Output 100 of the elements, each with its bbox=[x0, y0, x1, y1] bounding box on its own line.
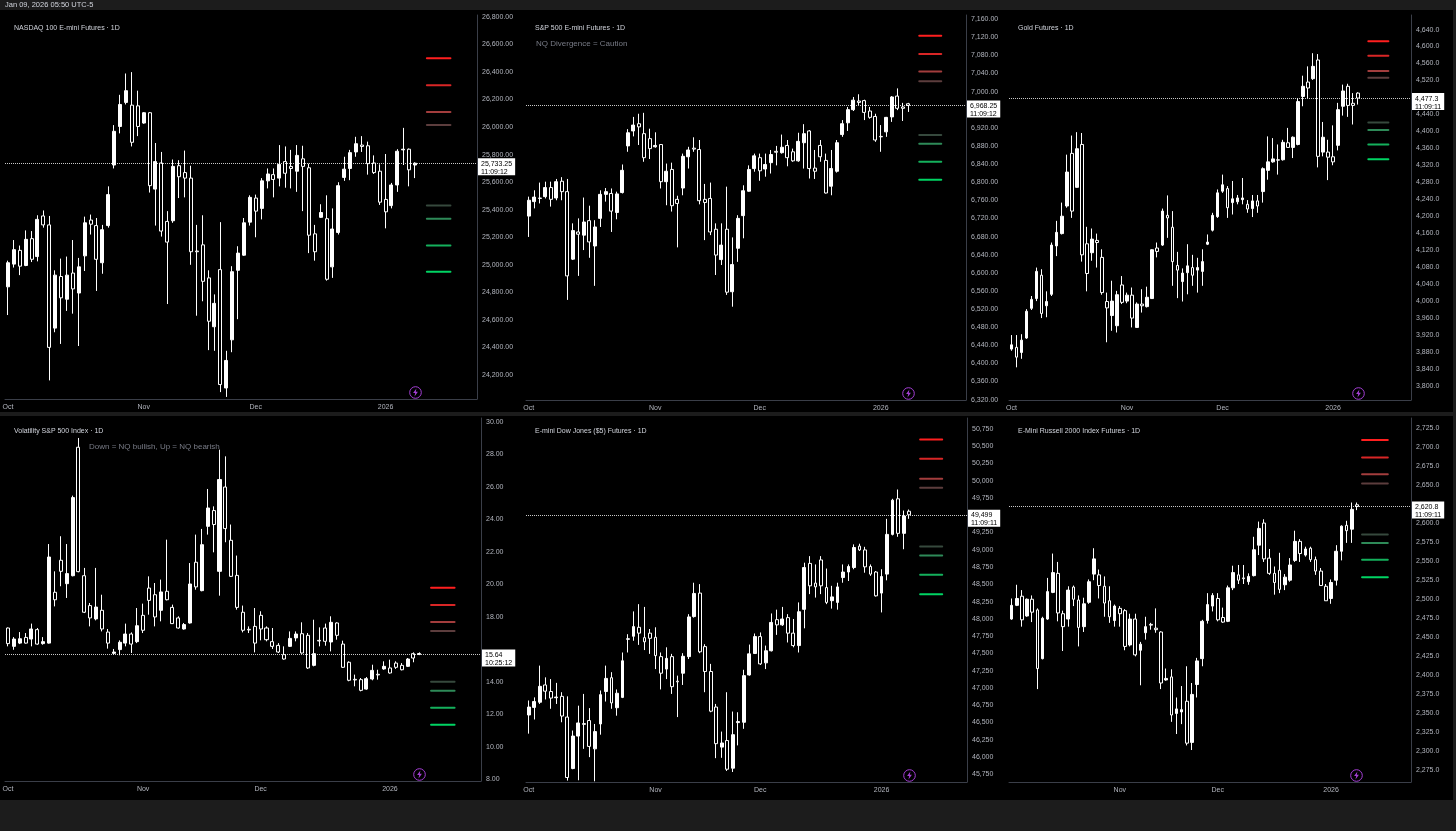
candlestick bbox=[153, 582, 157, 627]
candlestick bbox=[747, 164, 751, 193]
candlestick bbox=[382, 660, 386, 671]
candlestick bbox=[341, 640, 345, 669]
candlestick bbox=[24, 229, 28, 267]
candlestick bbox=[253, 607, 257, 653]
candlestick bbox=[731, 711, 735, 773]
candlestick bbox=[1355, 502, 1359, 511]
candlestick bbox=[276, 642, 280, 654]
candlestick bbox=[1242, 564, 1245, 585]
candlestick bbox=[626, 633, 630, 653]
candlestick bbox=[1045, 290, 1048, 318]
candlestick bbox=[53, 570, 57, 607]
candlestick bbox=[1236, 194, 1239, 205]
candlestick bbox=[863, 546, 867, 574]
candlestick bbox=[53, 269, 57, 333]
candlestick bbox=[1030, 295, 1033, 311]
candlestick bbox=[370, 664, 374, 681]
candlestick bbox=[165, 210, 169, 305]
candlestick bbox=[59, 258, 63, 345]
candlestick bbox=[1237, 564, 1240, 585]
candlestick bbox=[295, 144, 299, 193]
candlestick bbox=[884, 116, 888, 138]
candlestick bbox=[277, 144, 281, 187]
candlestick bbox=[1256, 194, 1259, 214]
candlestick bbox=[1334, 544, 1338, 587]
candlestick bbox=[1211, 592, 1214, 612]
candlestick bbox=[1175, 696, 1178, 735]
candlestick bbox=[825, 568, 828, 605]
candlestick bbox=[874, 570, 878, 598]
candlestick bbox=[593, 723, 597, 782]
candlestick bbox=[1050, 242, 1053, 297]
candlestick bbox=[1231, 180, 1234, 215]
candlestick bbox=[65, 543, 69, 599]
candlestick bbox=[294, 630, 298, 642]
candlestick bbox=[1345, 520, 1348, 544]
candlestick bbox=[1077, 594, 1080, 647]
candlestick bbox=[130, 71, 134, 147]
candlestick bbox=[247, 625, 251, 634]
candlestick bbox=[1216, 188, 1219, 219]
candlestick bbox=[18, 245, 22, 276]
candlestick bbox=[317, 626, 321, 647]
candlestick bbox=[1046, 577, 1049, 621]
candlestick bbox=[124, 72, 128, 105]
candlestick bbox=[604, 665, 608, 703]
candlestick bbox=[648, 628, 652, 655]
candlestick bbox=[417, 651, 421, 656]
candlestick bbox=[741, 184, 745, 239]
candlestick bbox=[1180, 685, 1183, 725]
candlestick bbox=[858, 543, 861, 552]
candlestick bbox=[170, 604, 174, 625]
candlestick bbox=[59, 535, 63, 587]
candlestick bbox=[94, 567, 98, 621]
candlestick bbox=[1161, 208, 1164, 247]
candlestick bbox=[12, 636, 16, 651]
candlestick bbox=[1304, 546, 1307, 558]
candlestick bbox=[659, 651, 663, 690]
candlestick bbox=[836, 582, 839, 611]
candlestick bbox=[254, 194, 258, 238]
candlestick bbox=[35, 627, 39, 646]
candlestick bbox=[813, 149, 817, 180]
candlestick bbox=[195, 224, 199, 317]
candlestick bbox=[394, 660, 398, 670]
candlestick bbox=[235, 555, 239, 611]
candlestick bbox=[1226, 185, 1229, 219]
annotation: NQ Divergence = Caution bbox=[536, 38, 628, 48]
candlestick bbox=[1139, 641, 1142, 686]
annotation: Down = NQ bullish, Up = NQ bearish bbox=[89, 441, 220, 451]
candlestick bbox=[388, 659, 392, 675]
candlestick bbox=[642, 112, 646, 163]
candlestick bbox=[1087, 578, 1091, 605]
candlestick bbox=[1171, 210, 1174, 287]
candlestick bbox=[1015, 334, 1018, 368]
candlestick bbox=[413, 161, 417, 179]
candlestick bbox=[1036, 607, 1039, 690]
candlestick bbox=[312, 619, 316, 667]
candlestick bbox=[1211, 212, 1214, 232]
candlestick bbox=[896, 488, 900, 538]
candlestick bbox=[626, 128, 630, 153]
candlestick bbox=[201, 214, 205, 302]
candlestick bbox=[336, 181, 340, 236]
candlestick bbox=[599, 689, 602, 736]
candlestick bbox=[12, 239, 16, 269]
candlestick bbox=[100, 224, 104, 275]
candlestick bbox=[206, 488, 210, 536]
candlestick bbox=[1246, 199, 1249, 214]
candlestick bbox=[1108, 585, 1111, 624]
candlestick bbox=[241, 605, 245, 633]
candlestick bbox=[176, 615, 180, 630]
candlestick bbox=[307, 163, 311, 254]
candlestick bbox=[41, 209, 45, 229]
candlestick bbox=[6, 260, 10, 316]
candlestick bbox=[819, 555, 823, 595]
candlestick bbox=[407, 148, 411, 187]
candlestick bbox=[902, 510, 906, 550]
candlestick bbox=[194, 534, 198, 591]
candlestick bbox=[1309, 546, 1312, 563]
candlestick bbox=[329, 615, 333, 652]
candlestick bbox=[907, 509, 911, 520]
candlestick bbox=[880, 568, 883, 613]
